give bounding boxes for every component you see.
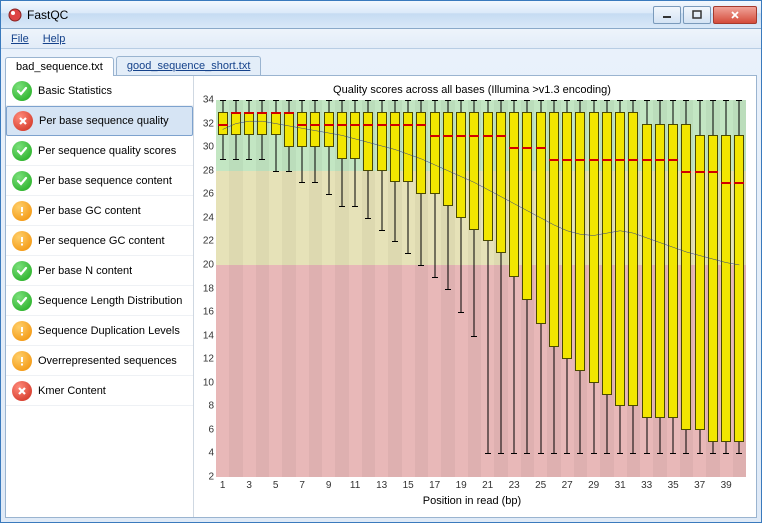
x-tick-label: 33: [641, 480, 652, 491]
sidebar-item-label: Per sequence quality scores: [38, 145, 176, 157]
y-tick-label: 8: [194, 401, 214, 412]
sidebar-item-label: Kmer Content: [38, 385, 106, 397]
sidebar-item[interactable]: Basic Statistics: [6, 76, 193, 106]
warn-icon: [12, 321, 32, 341]
sidebar-item[interactable]: Sequence Length Distribution: [6, 286, 193, 316]
y-tick-label: 6: [194, 424, 214, 435]
content: Basic Statistics Per base sequence qualit…: [5, 75, 757, 518]
sidebar-item-label: Sequence Duplication Levels: [38, 325, 180, 337]
app-icon: [7, 7, 23, 23]
x-tick-label: 25: [535, 480, 546, 491]
sidebar-item-label: Per base GC content: [38, 205, 141, 217]
maximize-button[interactable]: [683, 6, 711, 24]
x-tick-label: 37: [694, 480, 705, 491]
x-tick-label: 21: [482, 480, 493, 491]
x-tick-label: 29: [588, 480, 599, 491]
x-tick-label: 9: [326, 480, 332, 491]
y-tick-label: 24: [194, 212, 214, 223]
x-tick-label: 27: [562, 480, 573, 491]
x-tick-label: 19: [456, 480, 467, 491]
y-tick-label: 20: [194, 259, 214, 270]
sidebar-item[interactable]: Per base sequence content: [6, 166, 193, 196]
menu-file[interactable]: File: [5, 31, 35, 47]
y-tick-label: 26: [194, 189, 214, 200]
sidebar-item[interactable]: Per base sequence quality: [6, 106, 193, 136]
x-tick-label: 15: [403, 480, 414, 491]
fail-icon: [12, 381, 32, 401]
titlebar[interactable]: FastQC: [1, 1, 761, 29]
window-title: FastQC: [27, 8, 653, 22]
tab[interactable]: bad_sequence.txt: [5, 57, 114, 76]
close-button[interactable]: [713, 6, 757, 24]
sidebar-item-label: Per sequence GC content: [38, 235, 165, 247]
sidebar-item[interactable]: Sequence Duplication Levels: [6, 316, 193, 346]
x-tick-label: 31: [615, 480, 626, 491]
y-tick-label: 4: [194, 448, 214, 459]
menu-help[interactable]: Help: [37, 31, 72, 47]
sidebar-item-label: Basic Statistics: [38, 85, 112, 97]
chart-title: Quality scores across all bases (Illumin…: [194, 84, 750, 96]
y-tick-label: 14: [194, 330, 214, 341]
y-tick-label: 10: [194, 377, 214, 388]
x-tick-label: 5: [273, 480, 279, 491]
warn-icon: [12, 351, 32, 371]
sidebar-item[interactable]: Per sequence GC content: [6, 226, 193, 256]
sidebar-item-label: Per base sequence quality: [39, 115, 169, 127]
y-tick-label: 22: [194, 236, 214, 247]
pass-icon: [12, 171, 32, 191]
x-tick-label: 17: [429, 480, 440, 491]
pass-icon: [12, 81, 32, 101]
client-area: bad_sequence.txtgood_sequence_short.txt …: [1, 49, 761, 522]
tab[interactable]: good_sequence_short.txt: [116, 56, 262, 75]
sidebar-item[interactable]: Per base N content: [6, 256, 193, 286]
sidebar-item[interactable]: Per base GC content: [6, 196, 193, 226]
y-tick-label: 12: [194, 354, 214, 365]
fail-icon: [13, 111, 33, 131]
chart-pane: Quality scores across all bases (Illumin…: [194, 76, 756, 517]
minimize-button[interactable]: [653, 6, 681, 24]
x-tick-label: 11: [350, 480, 360, 491]
pass-icon: [12, 261, 32, 281]
y-tick-label: 32: [194, 118, 214, 129]
window-buttons: [653, 6, 757, 24]
x-tick-label: 7: [299, 480, 305, 491]
y-tick-label: 18: [194, 283, 214, 294]
x-tick-label: 23: [509, 480, 520, 491]
app-window: FastQC File Help bad_sequence.txtgood_se…: [0, 0, 762, 523]
sidebar-item-label: Per base N content: [38, 265, 132, 277]
y-tick-label: 16: [194, 307, 214, 318]
pass-icon: [12, 141, 32, 161]
y-tick-label: 2: [194, 472, 214, 483]
warn-icon: [12, 231, 32, 251]
sidebar-item-label: Per base sequence content: [38, 175, 172, 187]
y-tick-label: 28: [194, 165, 214, 176]
pass-icon: [12, 291, 32, 311]
sidebar-item[interactable]: Per sequence quality scores: [6, 136, 193, 166]
sidebar: Basic Statistics Per base sequence qualit…: [6, 76, 194, 517]
plot-area: 2468101214161820222426283032341357911131…: [194, 100, 750, 493]
x-tick-label: 13: [376, 480, 387, 491]
menubar: File Help: [1, 29, 761, 49]
sidebar-item-label: Sequence Length Distribution: [38, 295, 182, 307]
warn-icon: [12, 201, 32, 221]
tabstrip: bad_sequence.txtgood_sequence_short.txt: [5, 53, 757, 75]
x-tick-label: 35: [668, 480, 679, 491]
y-tick-label: 34: [194, 95, 214, 106]
x-tick-label: 39: [721, 480, 732, 491]
x-tick-label: 1: [220, 480, 226, 491]
sidebar-item[interactable]: Kmer Content: [6, 376, 193, 406]
xaxis-title: Position in read (bp): [194, 495, 750, 507]
y-tick-label: 30: [194, 142, 214, 153]
sidebar-item-label: Overrepresented sequences: [38, 355, 177, 367]
sidebar-item[interactable]: Overrepresented sequences: [6, 346, 193, 376]
x-tick-label: 3: [246, 480, 252, 491]
